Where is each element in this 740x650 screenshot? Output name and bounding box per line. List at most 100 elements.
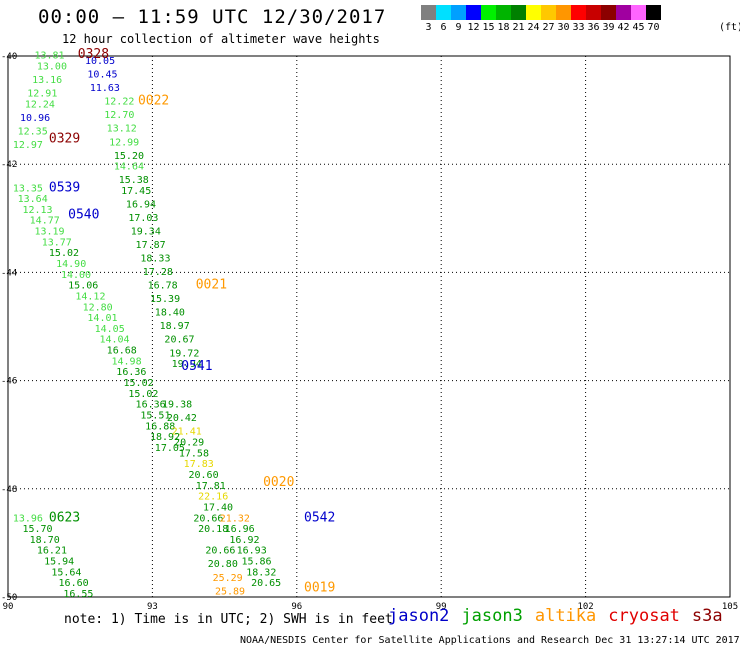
legend-label: 36: [587, 22, 600, 33]
swh-value-label: 15.51: [140, 410, 170, 421]
pass-time-label: 0019: [304, 581, 335, 596]
legend-swatch: [541, 5, 556, 20]
swh-value-label: 12.97: [13, 140, 43, 151]
swh-value-label: 10.45: [87, 70, 117, 81]
swh-value-label: 17.87: [136, 240, 166, 251]
y-tick-label: -42: [1, 160, 17, 170]
swh-value-label: 15.02: [49, 248, 79, 259]
chart-title: 00:00 — 11:59 UTC 12/30/2017: [38, 6, 387, 28]
legend-swatch: [436, 5, 451, 20]
legend-label: 3: [425, 22, 432, 33]
legend-label: 33: [572, 22, 585, 33]
credit-line: NOAA/NESDIS Center for Satellite Applica…: [240, 635, 740, 646]
swh-value-label: 21.32: [220, 513, 250, 524]
pass-time-label: 0539: [49, 180, 80, 195]
swh-value-label: 22.16: [198, 492, 228, 503]
swh-value-label: 21.41: [172, 427, 202, 438]
satellite-name: cryosat: [608, 606, 680, 626]
swh-value-label: 17.05: [155, 443, 185, 454]
swh-value-label: 16.36: [116, 367, 146, 378]
x-tick-label: 96: [291, 602, 302, 612]
swh-value-label: 25.29: [213, 573, 243, 584]
legend-swatch: [631, 5, 646, 20]
swh-value-label: 12.35: [18, 126, 48, 137]
x-tick-label: 93: [147, 602, 158, 612]
swh-value-label: 12.91: [27, 89, 57, 100]
legend-label: 27: [542, 22, 555, 33]
footnote: note: 1) Time is in UTC; 2) SWH is in fe…: [64, 612, 393, 627]
legend-label: 42: [617, 22, 630, 33]
swh-value-label: 16.78: [148, 281, 178, 292]
swh-value-label: 18.97: [160, 321, 190, 332]
legend-swatch: [496, 5, 511, 20]
swh-value-label: 16.60: [59, 578, 89, 589]
swh-value-label: 15.64: [51, 567, 81, 578]
y-tick-label: -50: [1, 593, 17, 603]
legend-swatch: [616, 5, 631, 20]
swh-value-label: 16.68: [107, 346, 137, 357]
pass-time-label: 0022: [138, 94, 169, 109]
swh-value-label: 20.18: [198, 524, 228, 535]
swh-value-label: 13.12: [107, 124, 137, 135]
swh-value-label: 14.12: [75, 291, 105, 302]
pass-time-label: 0623: [49, 510, 80, 525]
chart-subtitle: 12 hour collection of altimeter wave hei…: [62, 32, 380, 46]
legend-label: 70: [647, 22, 660, 33]
pass-time-label: 0540: [68, 207, 99, 222]
swh-value-label: 17.81: [196, 481, 226, 492]
swh-value-label: 15.39: [150, 294, 180, 305]
legend-swatch: [526, 5, 541, 20]
swh-value-label: 16.96: [225, 524, 255, 535]
swh-value-label: 14.01: [87, 313, 117, 324]
swh-value-label: 16.36: [136, 400, 166, 411]
swh-value-label: 17.58: [179, 448, 209, 459]
swh-value-label: 19.34: [131, 227, 161, 238]
swh-value-label: 18.32: [246, 567, 276, 578]
swh-value-label: 15.06: [68, 281, 98, 292]
swh-value-label: 15.38: [119, 175, 149, 186]
swh-value-label: 18.92: [150, 432, 180, 443]
legend-swatch: [421, 5, 436, 20]
y-tick-label: -40: [1, 52, 17, 62]
swh-value-label: 16.55: [63, 589, 93, 600]
pass-time-label: 0329: [49, 132, 80, 147]
swh-value-label: 16.94: [126, 199, 156, 210]
swh-value-label: 14.00: [61, 270, 91, 281]
legend-label: 45: [632, 22, 645, 33]
legend-label: 30: [557, 22, 570, 33]
swh-value-label: 20.29: [174, 438, 204, 449]
swh-value-label: 20.67: [164, 335, 194, 346]
swh-value-label: 10.96: [20, 113, 50, 124]
legend-swatch: [481, 5, 496, 20]
swh-value-label: 13.64: [18, 194, 48, 205]
legend-label: 9: [455, 22, 462, 33]
swh-value-label: 16.92: [229, 535, 259, 546]
swh-value-label: 20.42: [167, 413, 197, 424]
y-tick-label: -48: [1, 485, 17, 495]
swh-value-label: 15.94: [44, 557, 74, 568]
legend-label: 12: [467, 22, 480, 33]
swh-value-label: 25.89: [215, 586, 245, 597]
satellite-name: jason2: [388, 606, 450, 626]
swh-value-label: 14.90: [56, 259, 86, 270]
legend-label: 21: [512, 22, 525, 33]
swh-value-label: 13.77: [42, 237, 72, 248]
legend-label: 18: [497, 22, 510, 33]
legend-label: 6: [440, 22, 447, 33]
swh-value-label: 20.65: [251, 578, 281, 589]
satellite-name: altika: [534, 606, 597, 626]
plot-frame: [7, 55, 731, 598]
swh-value-label: 19.94: [172, 359, 202, 370]
swh-value-label: 12.22: [104, 97, 134, 108]
pass-time-label: 0542: [304, 510, 335, 525]
x-tick-label: 105: [722, 602, 738, 612]
legend-label: 39: [602, 22, 615, 33]
swh-value-label: 15.02: [128, 389, 158, 400]
legend-swatch: [466, 5, 481, 20]
satellite-legend: jason2 jason3 altika cryosat s3a: [388, 606, 735, 626]
swh-value-label: 17.40: [203, 502, 233, 513]
swh-value-label: 13.19: [34, 227, 64, 238]
swh-value-label: 13.96: [13, 513, 43, 524]
swh-value-label: 11.63: [90, 83, 120, 94]
